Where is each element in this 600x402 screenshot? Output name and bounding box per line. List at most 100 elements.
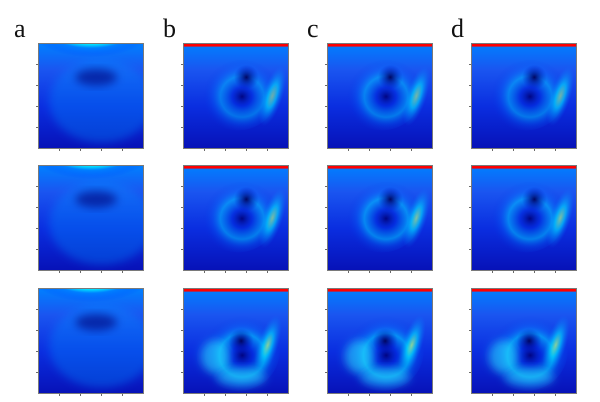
axis-tick [36, 228, 38, 229]
heatmap-panel-d-3 [471, 288, 577, 394]
axis-tick [469, 64, 471, 65]
axis-tick [267, 394, 268, 396]
axis-tick [469, 228, 471, 229]
axis-tick [325, 228, 327, 229]
column-label-d: d [451, 14, 464, 43]
axis-tick [513, 271, 514, 273]
axis-tick [101, 149, 102, 151]
heatmap-panel-a-1 [38, 43, 144, 149]
axis-tick [325, 186, 327, 187]
axis-tick [534, 394, 535, 396]
axis-tick [325, 330, 327, 331]
axis-tick [36, 186, 38, 187]
axis-tick [101, 271, 102, 273]
heatmap-panel-a-2 [38, 165, 144, 271]
axis-tick [469, 351, 471, 352]
axis-tick [246, 394, 247, 396]
heatmap-panel-d-2 [471, 165, 577, 271]
axis-tick [348, 271, 349, 273]
axis-tick [36, 85, 38, 86]
axis-tick [555, 271, 556, 273]
axis-tick [267, 271, 268, 273]
axis-tick [369, 394, 370, 396]
axis-tick [181, 106, 183, 107]
axis-tick [369, 149, 370, 151]
axis-tick [469, 127, 471, 128]
axis-tick [469, 309, 471, 310]
axis-tick [101, 394, 102, 396]
column-label-b: b [163, 14, 176, 43]
axis-tick [181, 85, 183, 86]
axis-tick [325, 64, 327, 65]
axis-tick [411, 149, 412, 151]
heatmap-panel-b-1 [183, 43, 289, 149]
axis-tick [469, 106, 471, 107]
axis-tick [390, 394, 391, 396]
axis-tick [225, 149, 226, 151]
heatmap-panel-c-3 [327, 288, 433, 394]
axis-tick [325, 249, 327, 250]
axis-tick [534, 271, 535, 273]
heatmap-panel-b-2 [183, 165, 289, 271]
axis-tick [325, 127, 327, 128]
axis-tick [246, 271, 247, 273]
axis-tick [36, 207, 38, 208]
axis-tick [36, 309, 38, 310]
heatmap-panel-c-1 [327, 43, 433, 149]
axis-tick [469, 85, 471, 86]
axis-tick [469, 249, 471, 250]
axis-tick [555, 149, 556, 151]
axis-tick [181, 372, 183, 373]
axis-tick [122, 271, 123, 273]
axis-tick [36, 106, 38, 107]
axis-tick [181, 228, 183, 229]
axis-tick [325, 207, 327, 208]
axis-tick [80, 271, 81, 273]
axis-tick [59, 394, 60, 396]
axis-tick [325, 309, 327, 310]
heatmap-panel-a-3 [38, 288, 144, 394]
axis-tick [513, 149, 514, 151]
axis-tick [348, 149, 349, 151]
heatmap-panel-b-3 [183, 288, 289, 394]
axis-tick [36, 372, 38, 373]
axis-tick [325, 372, 327, 373]
axis-tick [411, 271, 412, 273]
axis-tick [122, 149, 123, 151]
axis-tick [225, 394, 226, 396]
axis-tick [36, 64, 38, 65]
axis-tick [59, 271, 60, 273]
axis-tick [36, 330, 38, 331]
axis-tick [80, 394, 81, 396]
axis-tick [181, 330, 183, 331]
axis-tick [181, 249, 183, 250]
axis-tick [325, 351, 327, 352]
axis-tick [325, 85, 327, 86]
axis-tick [181, 127, 183, 128]
axis-tick [325, 106, 327, 107]
axis-tick [59, 149, 60, 151]
axis-tick [246, 149, 247, 151]
axis-tick [390, 149, 391, 151]
axis-tick [513, 394, 514, 396]
axis-tick [469, 330, 471, 331]
axis-tick [469, 186, 471, 187]
column-label-a: a [14, 14, 26, 43]
axis-tick [348, 394, 349, 396]
axis-tick [181, 351, 183, 352]
axis-tick [390, 271, 391, 273]
axis-tick [469, 207, 471, 208]
axis-tick [492, 271, 493, 273]
axis-tick [267, 149, 268, 151]
axis-tick [411, 394, 412, 396]
axis-tick [204, 271, 205, 273]
axis-tick [181, 207, 183, 208]
axis-tick [36, 249, 38, 250]
heatmap-panel-c-2 [327, 165, 433, 271]
axis-tick [225, 271, 226, 273]
axis-tick [181, 186, 183, 187]
axis-tick [80, 149, 81, 151]
heatmap-panel-d-1 [471, 43, 577, 149]
axis-tick [492, 149, 493, 151]
